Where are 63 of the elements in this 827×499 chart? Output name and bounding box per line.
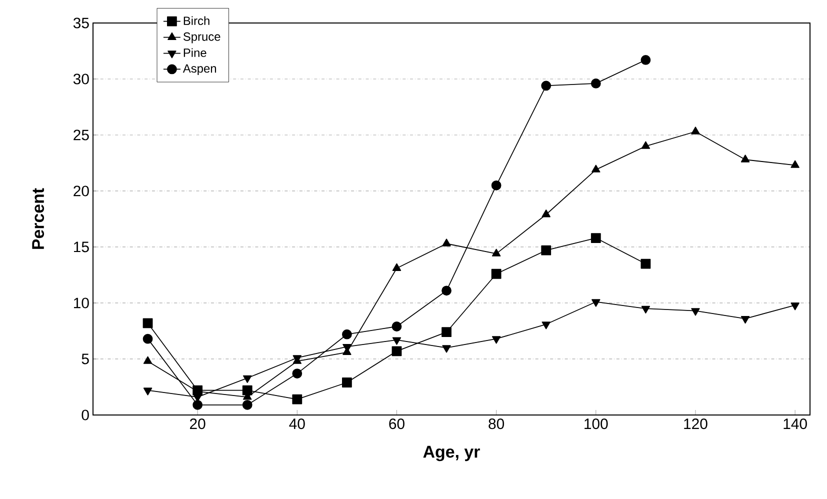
point [392, 322, 402, 332]
point [640, 258, 651, 269]
point [143, 356, 152, 364]
point [740, 316, 750, 324]
point [442, 345, 451, 353]
point [442, 238, 451, 246]
legend-label: Aspen [182, 64, 216, 76]
point [242, 400, 252, 410]
y-tick-label: 5 [82, 354, 89, 364]
point [292, 394, 302, 404]
legend-label: Pine [184, 48, 206, 57]
point [790, 302, 800, 310]
point [641, 306, 650, 314]
point [590, 233, 601, 243]
x-tick-label: 40 [289, 418, 305, 430]
point [541, 80, 552, 91]
point [492, 248, 501, 256]
point [242, 385, 252, 396]
point [542, 210, 550, 218]
point [541, 245, 552, 256]
x-tick-label: 100 [584, 418, 608, 430]
x-tick-label: 120 [684, 418, 708, 430]
legend-label: Spruce [183, 32, 220, 44]
y-tick-label: 30 [73, 74, 89, 84]
point [640, 55, 651, 65]
point [590, 78, 601, 88]
y-tick-label: 0 [82, 410, 89, 420]
point [392, 337, 402, 345]
point [392, 263, 402, 271]
x-tick-label: 140 [784, 418, 807, 430]
point [542, 322, 550, 330]
y-axis-title: Percent [32, 188, 44, 249]
point [142, 318, 153, 328]
point [342, 329, 352, 340]
point [592, 299, 600, 307]
x-axis-title: Age, yr [423, 446, 480, 462]
point [491, 268, 502, 279]
y-tick-label: 35 [73, 18, 89, 28]
point [442, 286, 452, 296]
y-tick-label: 10 [74, 298, 89, 308]
point [342, 378, 352, 388]
legend-label: Birch [184, 16, 210, 26]
y-tick-label: 25 [74, 130, 89, 140]
point [641, 141, 650, 149]
point [143, 388, 152, 396]
point [592, 164, 600, 172]
y-tick-label: 15 [74, 242, 89, 252]
point [292, 368, 302, 378]
point [691, 308, 700, 316]
point [392, 346, 402, 356]
x-tick-label: 20 [190, 418, 206, 430]
point [142, 334, 153, 344]
point [442, 327, 452, 338]
x-tick-label: 80 [488, 418, 504, 430]
point [492, 336, 501, 344]
point [740, 154, 750, 162]
x-tick-label: 60 [389, 418, 404, 430]
point [790, 160, 800, 168]
y-tick-label: 20 [74, 186, 89, 196]
point [491, 180, 502, 190]
point [243, 375, 252, 383]
point [192, 400, 203, 410]
point [691, 126, 700, 134]
